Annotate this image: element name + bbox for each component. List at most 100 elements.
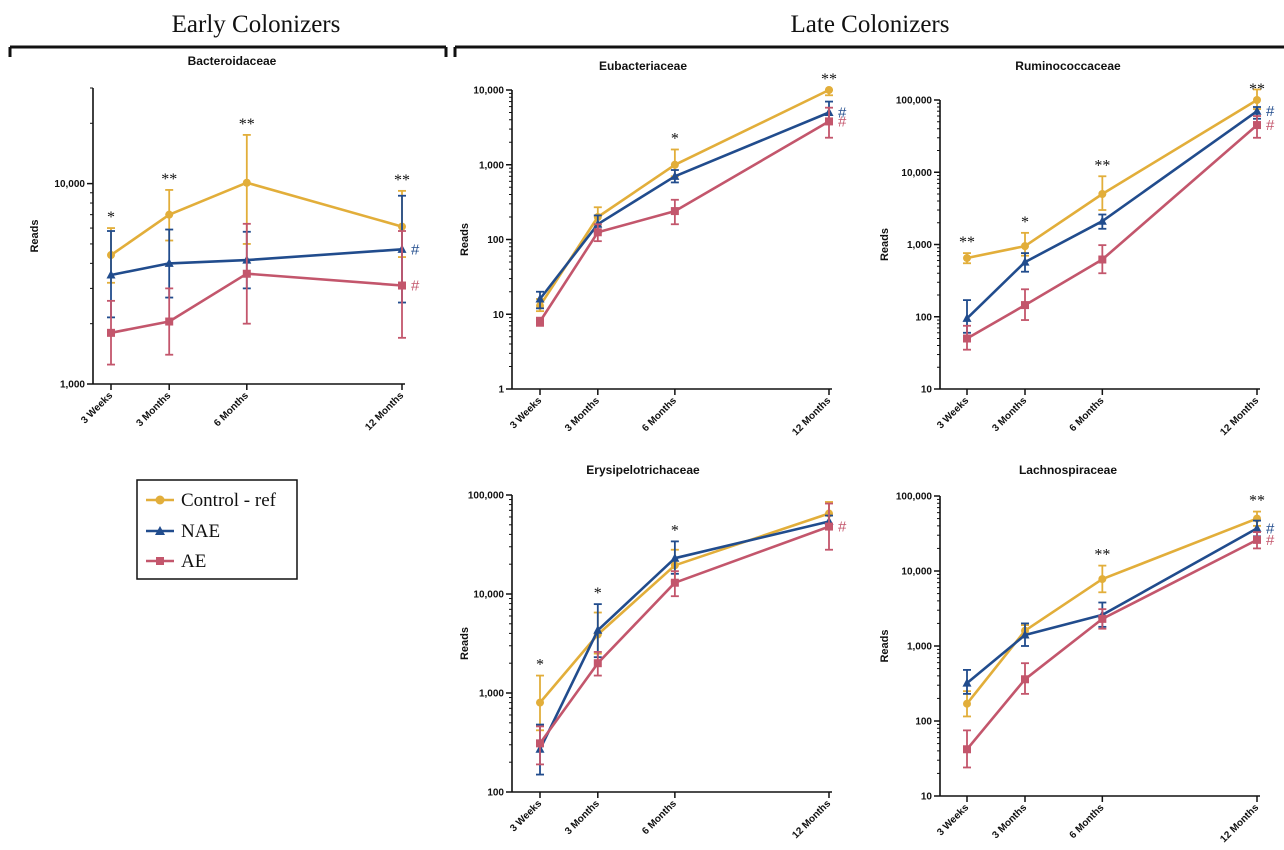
bacteroidaceae-control-ref-point-circle <box>242 178 251 187</box>
erysipelotrichaceae-y-tick-label: 100 <box>487 788 504 799</box>
ruminococcaceae-y-tick-label: 10 <box>921 385 933 396</box>
eubacteriaceae-x-tick-label: 3 Months <box>563 395 602 434</box>
lachnospiraceae-ae-hash-mark: # <box>1266 532 1275 549</box>
lachnospiraceae-y-tick-label: 100,000 <box>896 492 933 503</box>
bacteroidaceae-control-ref-point-circle <box>165 210 174 219</box>
lachnospiraceae-y-tick-label: 10 <box>921 792 933 803</box>
eubacteriaceae-x-tick-label: 12 Months <box>790 395 833 438</box>
lachnospiraceae-nae-point-triangle <box>1020 630 1030 639</box>
lachnospiraceae-ae-point-square <box>963 745 971 754</box>
erysipelotrichaceae-nae-line <box>538 520 830 750</box>
bacteroidaceae-x-tick-label: 3 Months <box>135 390 174 429</box>
bacteroidaceae-y-tick-label: 10,000 <box>54 179 85 190</box>
eubacteriaceae-ae-line <box>538 120 830 323</box>
legend-label-nae: NAE <box>181 521 220 542</box>
lachnospiraceae-significance-label: ** <box>1249 493 1265 510</box>
lachnospiraceae-control-ref-point-circle <box>1098 575 1107 584</box>
bacteroidaceae-ae-point-square <box>165 317 174 326</box>
lachnospiraceae-nae-point-triangle <box>962 678 972 687</box>
eubacteriaceae-y-axis-title: Reads <box>459 223 471 256</box>
panel-erysipelotrichaceae: Erysipelotrichaceae 100 1,000 10,000 100,000… <box>459 463 847 841</box>
erysipelotrichaceae-ae-point-square <box>825 522 833 531</box>
ruminococcaceae-ae-point-square <box>1021 301 1029 310</box>
lachnospiraceae-x-tick-label: 6 Months <box>1068 802 1107 841</box>
lachnospiraceae-x-tick-label: 12 Months <box>1218 802 1261 845</box>
lachnospiraceae-ae-point-square <box>1253 535 1261 544</box>
bacteroidaceae-significance-label: ** <box>394 172 410 189</box>
ruminococcaceae-x-tick-label: 6 Months <box>1068 395 1107 434</box>
ruminococcaceae-y-tick-label: 1,000 <box>907 240 932 251</box>
ruminococcaceae-ae-hash-mark: # <box>1266 117 1275 134</box>
erysipelotrichaceae-y-tick-label: 100,000 <box>468 491 505 502</box>
erysipelotrichaceae-significance-label: * <box>536 657 544 674</box>
bacteroidaceae-significance-label: ** <box>239 116 255 133</box>
bacteroidaceae-nae-point-triangle <box>106 269 116 279</box>
ruminococcaceae-ae-point-square <box>1098 255 1107 264</box>
ruminococcaceae-ae-point-square <box>963 334 971 343</box>
lachnospiraceae-y-tick-label: 10,000 <box>901 567 932 578</box>
legend-circle-marker <box>155 495 165 505</box>
ruminococcaceae-nae-point-triangle <box>1020 257 1030 266</box>
panel-lachnospiraceae: Lachnospiraceae 10 100 1,000 10,000 100,000 Re… <box>879 463 1275 845</box>
erysipelotrichaceae-nae-point-triangle <box>670 553 680 562</box>
eubacteriaceae-x-tick-label: 3 Weeks <box>508 395 544 431</box>
ruminococcaceae-x-tick-label: 3 Weeks <box>935 395 971 431</box>
eubacteriaceae-title: Eubacteriaceae <box>599 59 687 73</box>
eubacteriaceae-control-ref-line <box>538 88 830 307</box>
lachnospiraceae-y-tick-label: 1,000 <box>907 642 932 653</box>
eubacteriaceae-control-ref-point-circle <box>825 86 833 94</box>
ruminococcaceae-significance-label: * <box>1021 214 1029 231</box>
panel-eubacteriaceae: Eubacteriaceae 1 10 100 1,000 10,000 Reads 3 We… <box>459 59 847 438</box>
legend-item-ae: AE <box>146 551 206 572</box>
eubacteriaceae-y-tick-label: 1,000 <box>479 160 504 171</box>
eubacteriaceae-ae-point-square <box>825 117 833 126</box>
erysipelotrichaceae-x-tick-label: 3 Months <box>563 798 602 837</box>
bacteroidaceae-ae-point-square <box>398 281 406 290</box>
bacteroidaceae-y-axis-title: Reads <box>29 219 41 252</box>
erysipelotrichaceae-ae-point-square <box>536 739 544 748</box>
ruminococcaceae-control-ref-line <box>966 98 1258 260</box>
erysipelotrichaceae-significance-label: * <box>671 522 679 539</box>
ruminococcaceae-control-ref-point-circle <box>963 254 971 263</box>
erysipelotrichaceae-x-tick-label: 6 Months <box>640 798 679 837</box>
eubacteriaceae-significance-label: ** <box>821 71 837 88</box>
legend: Control - ref NAE AE <box>136 479 298 580</box>
bacteroidaceae-y-tick-label: 1,000 <box>60 380 85 391</box>
erysipelotrichaceae-ae-line <box>538 525 830 745</box>
ruminococcaceae-significance-label: ** <box>1249 81 1265 98</box>
legend-square-marker <box>156 557 164 565</box>
lachnospiraceae-title: Lachnospiraceae <box>1019 463 1117 477</box>
bacteroidaceae-control-ref-line <box>110 181 403 257</box>
lachnospiraceae-ae-point-square <box>1098 614 1107 623</box>
lachnospiraceae-nae-point-triangle <box>1252 523 1262 532</box>
lachnospiraceae-y-axis-title: Reads <box>879 629 891 662</box>
eubacteriaceae-y-tick-label: 100 <box>487 235 504 246</box>
lachnospiraceae-control-ref-point-circle <box>963 699 971 708</box>
legend-item-nae: NAE <box>146 521 220 542</box>
ruminococcaceae-y-tick-label: 10,000 <box>901 168 932 179</box>
ruminococcaceae-control-ref-point-circle <box>1098 189 1107 198</box>
erysipelotrichaceae-ae-point-square <box>670 578 679 587</box>
ruminococcaceae-y-tick-label: 100 <box>915 312 932 323</box>
lachnospiraceae-control-ref-line <box>965 517 1258 705</box>
lachnospiraceae-nae-line <box>966 527 1258 685</box>
eubacteriaceae-significance-label: * <box>671 130 679 147</box>
bacteroidaceae-significance-label: ** <box>161 171 177 188</box>
ruminococcaceae-control-ref-point-circle <box>1253 96 1261 104</box>
ruminococcaceae-title: Ruminococcaceae <box>1015 59 1121 73</box>
lachnospiraceae-y-tick-label: 100 <box>915 717 932 728</box>
lachnospiraceae-x-tick-label: 3 Months <box>990 802 1029 841</box>
legend-label-ae: AE <box>181 551 206 572</box>
ruminococcaceae-nae-point-triangle <box>962 313 972 322</box>
bacteroidaceae-nae-line <box>110 248 403 277</box>
eubacteriaceae-ae-point-square <box>593 228 602 237</box>
bacteroidaceae-nae-point-triangle <box>164 258 174 267</box>
bacteroidaceae-significance-label: * <box>107 209 115 226</box>
ruminococcaceae-x-tick-label: 3 Months <box>990 395 1029 434</box>
bacteroidaceae-ae-line <box>110 272 403 335</box>
ruminococcaceae-nae-hash-mark: # <box>1266 103 1275 120</box>
ruminococcaceae-nae-point-triangle <box>1097 216 1107 225</box>
eubacteriaceae-y-tick-label: 1 <box>498 385 504 396</box>
erysipelotrichaceae-y-tick-label: 1,000 <box>479 689 504 700</box>
erysipelotrichaceae-x-tick-label: 12 Months <box>790 798 833 841</box>
